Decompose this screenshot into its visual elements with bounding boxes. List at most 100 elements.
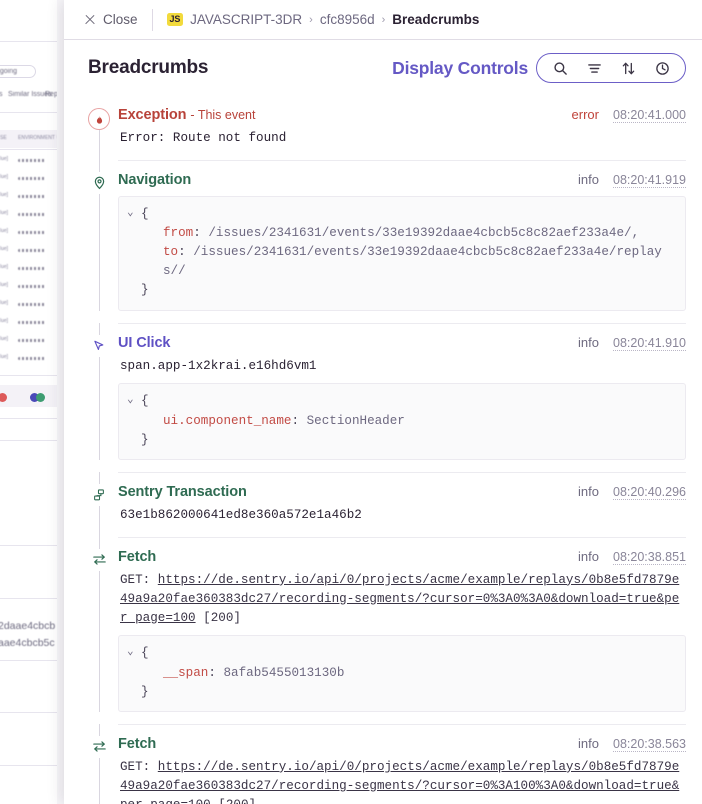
json-key: __span [163,665,209,680]
request-url[interactable]: https://de.sentry.io/api/0/projects/acme… [120,759,680,804]
entry-timestamp[interactable]: 08:20:41.910 [613,335,686,351]
entry-header: Navigation info 08:20:41.919 [118,159,686,188]
display-controls-group [536,53,686,83]
json-key: ui.component_name [163,413,292,428]
chevron-right-icon: › [309,13,313,26]
project-platform-badge: JS [166,13,184,26]
entry-level: info [578,334,599,350]
entry-title: Exception [118,107,187,123]
entry-header: Fetch info 08:20:38.851 [118,536,686,565]
panel-header: Breadcrumbs Display Controls [64,40,702,96]
close-label: Close [103,12,138,27]
entry-level: info [578,548,599,564]
close-icon [84,14,96,26]
bg-tab-1: Similar Issues [8,91,52,98]
entry-timestamp[interactable]: 08:20:38.563 [613,736,686,752]
entry-header: Fetch info 08:20:38.563 [118,723,686,752]
request-url[interactable]: https://de.sentry.io/api/0/projects/acme… [120,572,680,625]
sort-icon[interactable] [611,55,645,81]
bg-cell-value: lue] [0,354,9,360]
entry-body: span.app-1x2krai.e16hd6vm1 [120,358,317,373]
entry-header: Sentry Transaction info 08:20:40.296 [118,471,686,500]
json-close-brace: } [141,684,149,699]
json-pair: from: /issues/2341631/events/33e19392daa… [163,226,640,241]
request-method: GET: [120,759,151,774]
entry-request: GET: https://de.sentry.io/api/0/projects… [118,565,686,628]
entry-request: GET: https://de.sentry.io/api/0/projects… [118,752,686,804]
bg-cell-value: lue] [0,318,9,324]
breadcrumb-event-id[interactable]: cfc8956d [319,12,375,27]
entry-timestamp[interactable]: 08:20:41.919 [613,172,686,188]
json-close-brace: } [141,432,149,447]
breadcrumbs-panel: Close JS JAVASCRIPT-3DR › cfc8956d › Bre… [64,0,702,804]
breadcrumb-entry-fetch[interactable]: Fetch info 08:20:38.851 GET: https://de.… [88,536,686,712]
cursor-click-icon [88,334,110,357]
breadcrumb-list: Exception - This event error 08:20:41.00… [64,96,702,804]
entry-level: error [571,107,599,122]
timeline-rail [99,159,100,311]
entry-json: ⌄ { __span: 8afab5455013130b } [118,635,686,712]
entry-body: 63e1b862000641ed8e360a572e1a46b2 [120,507,362,522]
breadcrumb-entry-navigation[interactable]: Navigation info 08:20:41.919 ⌄ { from: /… [88,159,686,311]
bg-marker-green [36,393,45,402]
bg-cell-value: lue] [0,174,9,180]
bg-hash-1: aae4cbcb5c [0,637,55,649]
breadcrumb-project[interactable]: JAVASCRIPT-3DR [190,12,303,27]
bg-cell-value: lue] [0,336,9,342]
search-icon[interactable] [543,55,577,81]
entry-level: info [578,483,599,499]
json-value: /issues/2341631/events/33e19392daae4cbcb… [163,245,662,279]
time-icon[interactable] [645,55,679,81]
json-open-brace: { [141,646,149,661]
json-key: to [163,245,179,260]
bg-cell-value: lue] [0,282,9,288]
json-value: 8afab5455013130b [223,665,345,680]
json-pair: to: /issues/2341631/events/33e19392daae4… [163,245,662,279]
chevron-down-icon[interactable]: ⌄ [127,206,134,219]
entry-timestamp[interactable]: 08:20:38.851 [613,549,686,565]
panel-topbar: Close JS JAVASCRIPT-3DR › cfc8956d › Bre… [64,0,702,40]
breadcrumb-entry-exception[interactable]: Exception - This event error 08:20:41.00… [88,96,686,160]
bg-chip-label: ngoing [0,68,18,75]
bg-col-head-1: ENVIRONMENT [18,135,55,141]
chevron-down-icon[interactable]: ⌄ [127,394,134,407]
entry-header: UI Click info 08:20:41.910 [118,322,686,351]
entry-header: Exception - This event error 08:20:41.00… [118,96,686,123]
entry-title: Sentry Transaction [118,483,247,500]
background-page: ngoing s Similar Issues Replays SE ENVIR… [0,0,64,804]
breadcrumb-entry-fetch[interactable]: Fetch info 08:20:38.563 GET: https://de.… [88,723,686,804]
page-title: Breadcrumbs [88,57,209,78]
entry-title: Fetch [118,548,157,565]
breadcrumb-nav: JS JAVASCRIPT-3DR › cfc8956d › Breadcrum… [166,12,480,27]
location-pin-icon [88,171,110,194]
breadcrumb-entry-sentry-transaction[interactable]: Sentry Transaction info 08:20:40.296 63e… [88,471,686,537]
chevron-right-icon: › [381,13,386,26]
bg-marker-blue [30,393,39,402]
timeline-rail [99,118,100,160]
json-open-brace: { [141,394,149,409]
bg-cell-value: lue] [0,156,9,162]
topbar-divider [151,8,153,31]
bg-hash-0: 2daae4cbcb [0,620,56,632]
bg-cell-value: lue] [0,300,9,306]
bg-cell-value: lue] [0,192,9,198]
entry-timestamp[interactable]: 08:20:41.000 [613,108,686,123]
json-close-brace: } [141,283,149,298]
fetch-icon [88,548,110,571]
bg-marker-red [0,393,7,402]
breadcrumb-entry-ui-click[interactable]: UI Click info 08:20:41.910 span.app-1x2k… [88,322,686,460]
chevron-down-icon[interactable]: ⌄ [127,646,134,659]
json-open-brace: { [141,206,149,221]
entry-level: info [578,171,599,187]
fire-icon [88,108,110,130]
entry-json: ⌄ { from: /issues/2341631/events/33e1939… [118,195,686,311]
entry-title: Navigation [118,171,192,188]
entry-timestamp[interactable]: 08:20:40.296 [613,484,686,500]
filter-icon[interactable] [577,55,611,81]
timeline-rail [99,536,100,712]
bg-cell-value: lue] [0,228,9,234]
close-button[interactable]: Close [84,12,152,27]
request-status: [200] [218,798,256,804]
json-pair: ui.component_name: SectionHeader [163,413,405,428]
breadcrumb-current: Breadcrumbs [392,12,480,27]
